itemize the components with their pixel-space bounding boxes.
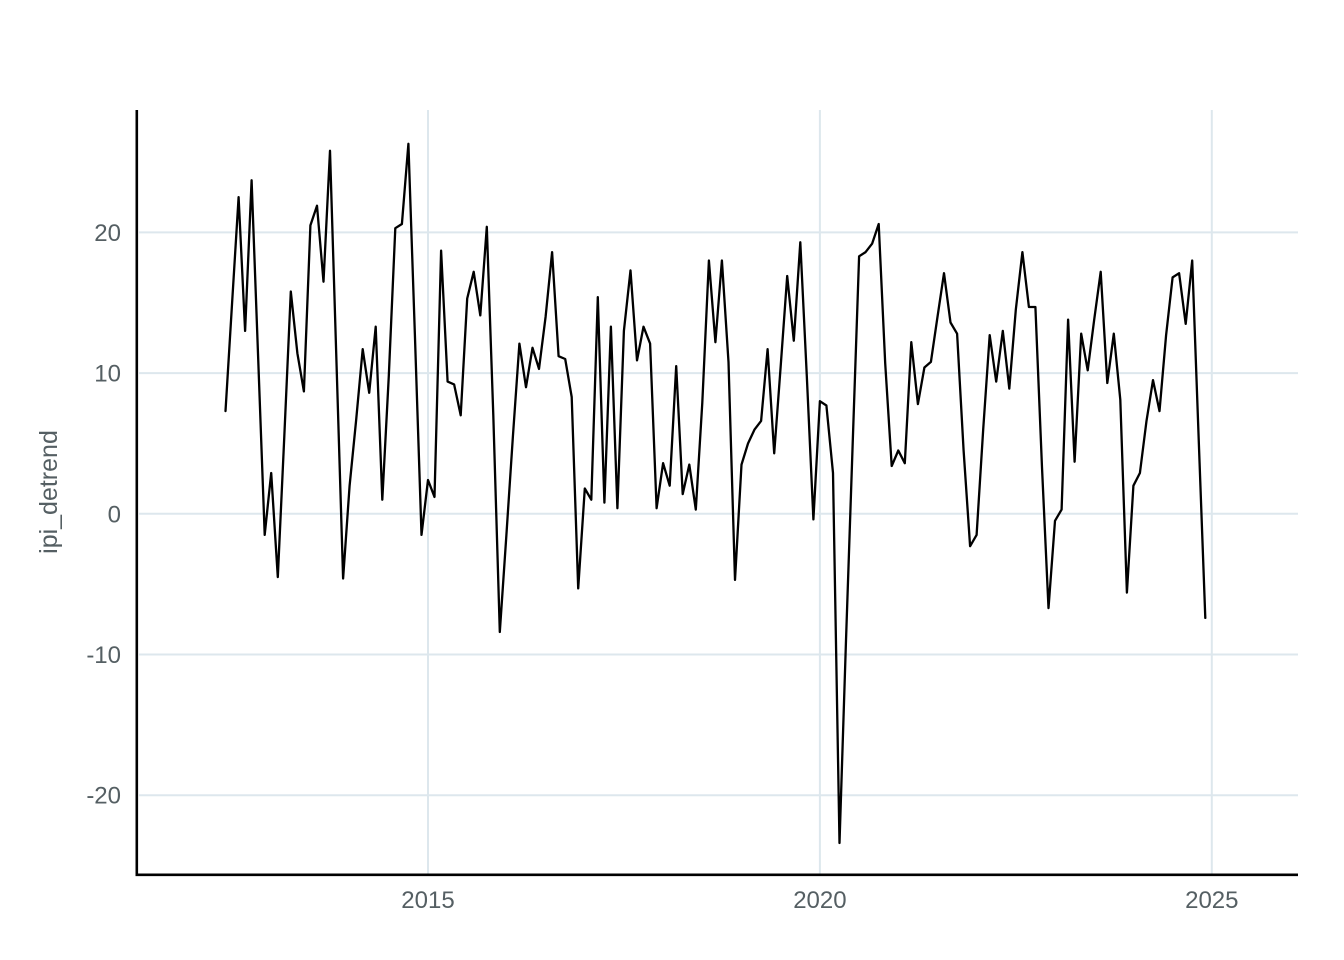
y-tick-label--20: -20: [86, 783, 121, 810]
data-line: [224, 142, 1207, 845]
x-axis-tick-labels: 2015 2020 2025: [401, 887, 1238, 914]
y-tick-label-10: 10: [94, 361, 121, 388]
gridlines: [139, 110, 1298, 874]
y-tick-label-0: 0: [108, 501, 121, 528]
x-tick-label-2020: 2020: [793, 887, 846, 914]
y-tick-label-20: 20: [94, 220, 121, 247]
y-tick-label--10: -10: [86, 642, 121, 669]
x-tick-label-2015: 2015: [401, 887, 454, 914]
y-axis-title: ipi_detrend: [35, 430, 63, 554]
y-axis-tick-labels: 20 10 0 -10 -20: [86, 220, 121, 810]
x-tick-label-2025: 2025: [1185, 887, 1238, 914]
